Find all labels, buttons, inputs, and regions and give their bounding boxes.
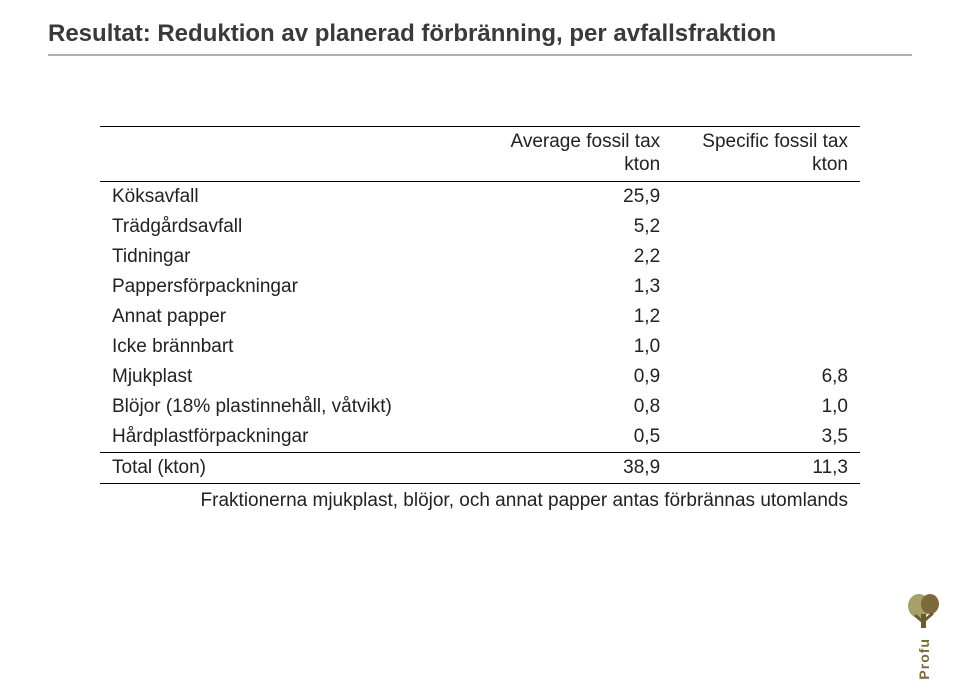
- tree-icon: [906, 592, 942, 636]
- row-label: Köksavfall: [100, 181, 480, 212]
- row-c2: 6,8: [672, 362, 860, 392]
- header-empty: [100, 127, 480, 182]
- total-c2: 11,3: [672, 452, 860, 483]
- row-c1: 0,8: [480, 392, 672, 422]
- brand-logo: Profu: [906, 592, 942, 685]
- header-col-2: Specific fossil tax kton: [672, 127, 860, 182]
- row-c1: 0,9: [480, 362, 672, 392]
- total-c1: 38,9: [480, 452, 672, 483]
- row-c2: [672, 242, 860, 272]
- table-total-row: Total (kton) 38,9 11,3: [100, 452, 860, 483]
- row-c2: [672, 212, 860, 242]
- table-row: Trädgårdsavfall 5,2: [100, 212, 860, 242]
- total-label: Total (kton): [100, 452, 480, 483]
- row-c1: 0,5: [480, 422, 672, 453]
- brand-name: Profu: [916, 638, 932, 680]
- table-row: Köksavfall 25,9: [100, 181, 860, 212]
- table-body: Köksavfall 25,9 Trädgårdsavfall 5,2 Tidn…: [100, 181, 860, 483]
- row-label: Pappersförpackningar: [100, 272, 480, 302]
- row-c2: [672, 272, 860, 302]
- table-row: Blöjor (18% plastinnehåll, våtvikt) 0,8 …: [100, 392, 860, 422]
- table-row: Tidningar 2,2: [100, 242, 860, 272]
- table-row: Hårdplastförpackningar 0,5 3,5: [100, 422, 860, 453]
- row-c1: 1,2: [480, 302, 672, 332]
- table-header-row: Average fossil tax kton Specific fossil …: [100, 127, 860, 182]
- row-label: Annat papper: [100, 302, 480, 332]
- row-c1: 25,9: [480, 181, 672, 212]
- table-row: Pappersförpackningar 1,3: [100, 272, 860, 302]
- row-label: Hårdplastförpackningar: [100, 422, 480, 453]
- data-table: Average fossil tax kton Specific fossil …: [100, 126, 860, 484]
- row-c1: 5,2: [480, 212, 672, 242]
- row-c1: 1,0: [480, 332, 672, 362]
- row-label: Mjukplast: [100, 362, 480, 392]
- header-col-1: Average fossil tax kton: [480, 127, 672, 182]
- row-label: Icke brännbart: [100, 332, 480, 362]
- row-c2: [672, 181, 860, 212]
- row-label: Blöjor (18% plastinnehåll, våtvikt): [100, 392, 480, 422]
- row-label: Tidningar: [100, 242, 480, 272]
- page-title: Resultat: Reduktion av planerad förbränn…: [48, 20, 912, 48]
- header-col-1-sub: kton: [492, 154, 660, 177]
- table-row: Annat papper 1,2: [100, 302, 860, 332]
- row-c2: 1,0: [672, 392, 860, 422]
- header-col-2-sub: kton: [684, 154, 848, 177]
- header-col-2-main: Specific fossil tax: [684, 131, 848, 154]
- row-c2: [672, 332, 860, 362]
- table-row: Mjukplast 0,9 6,8: [100, 362, 860, 392]
- row-c2: [672, 302, 860, 332]
- row-label: Trädgårdsavfall: [100, 212, 480, 242]
- row-c2: 3,5: [672, 422, 860, 453]
- table-row: Icke brännbart 1,0: [100, 332, 860, 362]
- header-col-1-main: Average fossil tax: [492, 131, 660, 154]
- footnote: Fraktionerna mjukplast, blöjor, och anna…: [100, 490, 860, 512]
- title-rule: [48, 54, 912, 56]
- row-c1: 2,2: [480, 242, 672, 272]
- row-c1: 1,3: [480, 272, 672, 302]
